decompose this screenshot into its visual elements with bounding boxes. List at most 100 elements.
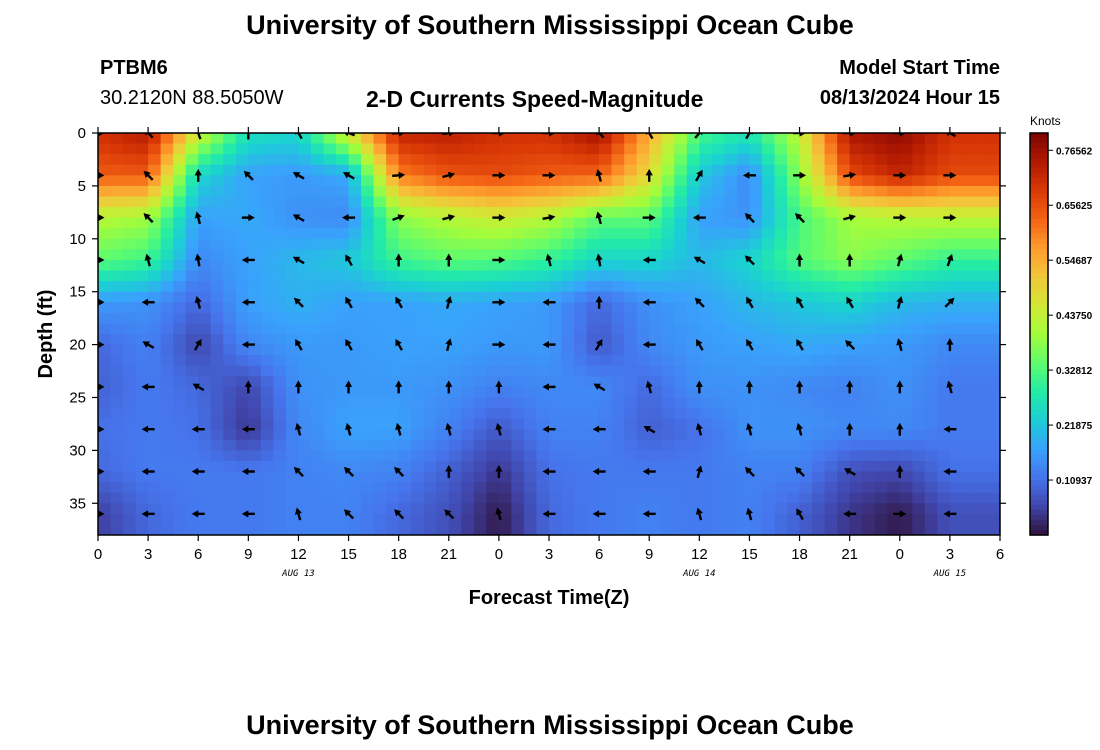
current-vector: [395, 253, 403, 267]
heatmap-cell: [323, 397, 337, 409]
heatmap-cell: [248, 344, 262, 356]
heatmap-cell: [285, 460, 300, 473]
heatmap-cell: [210, 207, 224, 219]
heatmap-cell: [285, 207, 300, 219]
heatmap-cell: [248, 482, 262, 494]
heatmap-cell: [473, 482, 487, 494]
heatmap-cell: [749, 429, 763, 441]
heatmap-cell: [473, 270, 487, 282]
heatmap-cell: [586, 164, 600, 176]
heatmap-cell: [586, 196, 600, 208]
heatmap-cell: [761, 429, 776, 441]
heatmap-cell: [724, 281, 738, 293]
heatmap-cell: [749, 281, 763, 293]
heatmap-cell: [273, 238, 287, 250]
heatmap-cell: [887, 291, 901, 303]
heatmap-cell: [448, 397, 462, 409]
heatmap-cell: [135, 513, 149, 526]
heatmap-cell: [486, 344, 500, 356]
heatmap-cell: [448, 482, 462, 494]
heatmap-cell: [674, 482, 688, 494]
heatmap-cell: [348, 471, 362, 483]
current-vector: [394, 466, 405, 477]
heatmap-cell: [523, 439, 538, 451]
heatmap-cell: [724, 175, 738, 187]
heatmap-cell: [361, 408, 375, 420]
heatmap-cell: [486, 133, 500, 145]
heatmap-cell: [812, 312, 826, 325]
heatmap-cell: [711, 259, 725, 272]
heatmap-cell: [736, 386, 751, 399]
heatmap-cell: [398, 185, 412, 198]
heatmap-cell: [361, 334, 375, 346]
heatmap-cell: [736, 249, 751, 261]
heatmap-cell: [711, 302, 725, 314]
heatmap-cell: [473, 524, 487, 535]
heatmap-cell: [761, 291, 776, 303]
heatmap-cell: [348, 460, 362, 473]
heatmap-cell: [198, 270, 212, 282]
heatmap-cell: [887, 524, 901, 535]
heatmap-cell: [736, 175, 751, 187]
heatmap-cell: [336, 482, 350, 494]
heatmap-cell: [586, 217, 600, 229]
heatmap-cell: [636, 408, 650, 420]
heatmap-cell: [235, 217, 249, 229]
heatmap-cell: [473, 312, 487, 325]
heatmap-cell: [536, 291, 550, 303]
heatmap-cell: [298, 334, 312, 346]
heatmap-cell: [310, 259, 325, 272]
heatmap-cell: [285, 482, 300, 494]
heatmap-cell: [386, 344, 400, 356]
heatmap-cell: [323, 513, 337, 526]
heatmap-cell: [310, 344, 325, 356]
heatmap-cell: [398, 334, 412, 346]
heatmap-cell: [574, 217, 588, 229]
heatmap-cell: [98, 460, 112, 473]
heatmap-cell: [411, 143, 425, 155]
heatmap-cell: [874, 355, 888, 367]
heatmap-cell: [135, 228, 149, 240]
colorbar-segment: [1030, 394, 1048, 400]
heatmap-cell: [110, 217, 124, 229]
heatmap-cell: [874, 418, 888, 430]
current-vector: [98, 298, 105, 306]
heatmap-cell: [436, 471, 450, 483]
heatmap-cell: [473, 175, 487, 187]
heatmap-cell: [173, 524, 187, 535]
heatmap-cell: [549, 408, 563, 420]
heatmap-cell: [436, 323, 450, 335]
heatmap-cell: [686, 175, 700, 187]
heatmap-cell: [160, 376, 174, 388]
heatmap-cell: [661, 207, 675, 219]
heatmap-cell: [461, 503, 475, 515]
heatmap-cell: [198, 207, 212, 219]
heatmap-cell: [874, 217, 888, 229]
heatmap-cell: [974, 418, 989, 430]
colorbar-segment: [1030, 138, 1048, 144]
x-tick-label: 9: [645, 546, 653, 563]
heatmap-cell: [436, 397, 450, 409]
heatmap-cell: [636, 259, 650, 272]
heatmap-cell: [273, 344, 287, 356]
heatmap-cell: [348, 196, 362, 208]
heatmap-cell: [160, 471, 174, 483]
heatmap-cell: [812, 397, 826, 409]
heatmap-cell: [812, 450, 826, 462]
heatmap-cell: [411, 418, 425, 430]
heatmap-cell: [887, 270, 901, 282]
heatmap-cell: [386, 408, 400, 420]
heatmap-cell: [924, 291, 938, 303]
heatmap-cell: [549, 207, 563, 219]
heatmap-cell: [185, 164, 199, 176]
heatmap-cell: [761, 312, 776, 325]
heatmap-cell: [436, 196, 450, 208]
heatmap-cell: [787, 386, 801, 399]
heatmap-cell: [924, 196, 938, 208]
heatmap-cell: [173, 133, 187, 145]
heatmap-cell: [849, 397, 863, 409]
heatmap-cell: [486, 291, 500, 303]
heatmap-cell: [285, 164, 300, 176]
heatmap-cell: [711, 207, 725, 219]
heatmap-cell: [962, 133, 976, 145]
